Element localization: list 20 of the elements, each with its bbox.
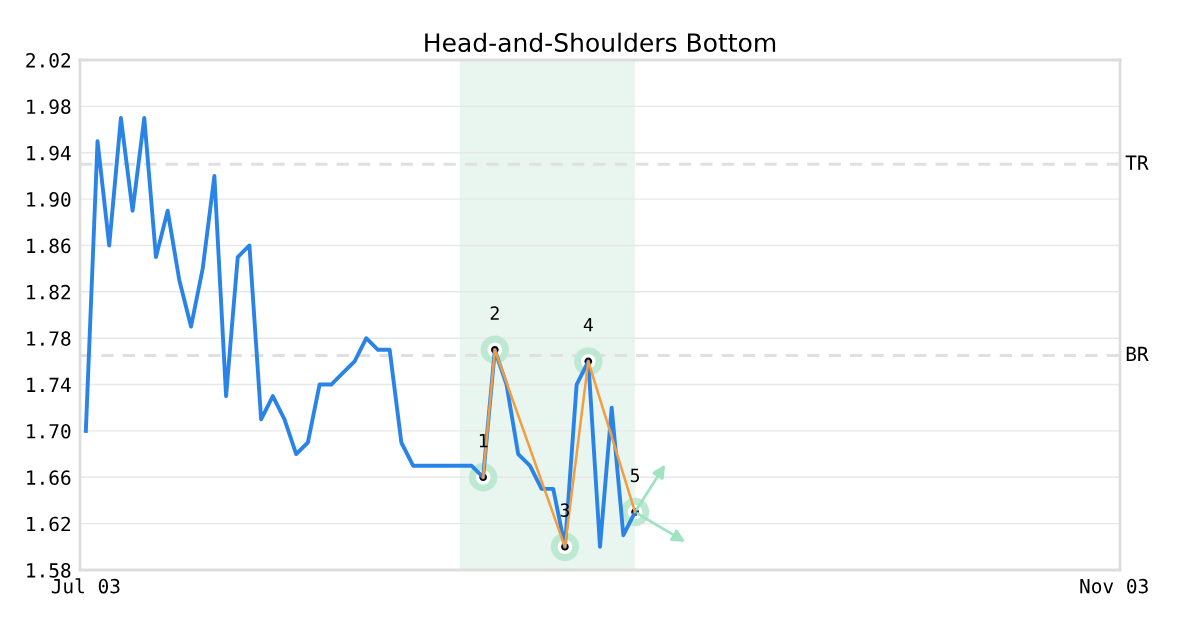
y-tick-label: 1.66 bbox=[27, 470, 71, 485]
annotation: 5 bbox=[630, 468, 640, 483]
ref-line-label: BR bbox=[1126, 346, 1149, 361]
y-tick-label: 1.94 bbox=[27, 145, 71, 161]
y-tick-label: 1.78 bbox=[27, 331, 71, 346]
y-tick-label: 1.62 bbox=[27, 516, 71, 532]
annotation: 4 bbox=[583, 318, 593, 332]
annotation: 2 bbox=[490, 306, 499, 320]
x-tick-label: Nov 03 bbox=[1080, 578, 1148, 594]
y-tick-label: 2.02 bbox=[26, 53, 71, 68]
y-tick-label: 1.58 bbox=[27, 563, 71, 578]
y-tick-label: 1.82 bbox=[27, 284, 71, 300]
ref-line-label: TR bbox=[1125, 155, 1149, 170]
chart-title: Head-and-Shoulders Bottom bbox=[425, 32, 776, 53]
y-tick-label: 1.86 bbox=[27, 238, 71, 254]
x-tick-label: Jul 03 bbox=[51, 578, 120, 594]
y-tick-label: 1.70 bbox=[27, 423, 71, 439]
y-tick-label: 1.74 bbox=[27, 377, 71, 392]
y-tick-label: 1.90 bbox=[27, 192, 71, 207]
y-tick-label: 1.98 bbox=[27, 99, 71, 115]
